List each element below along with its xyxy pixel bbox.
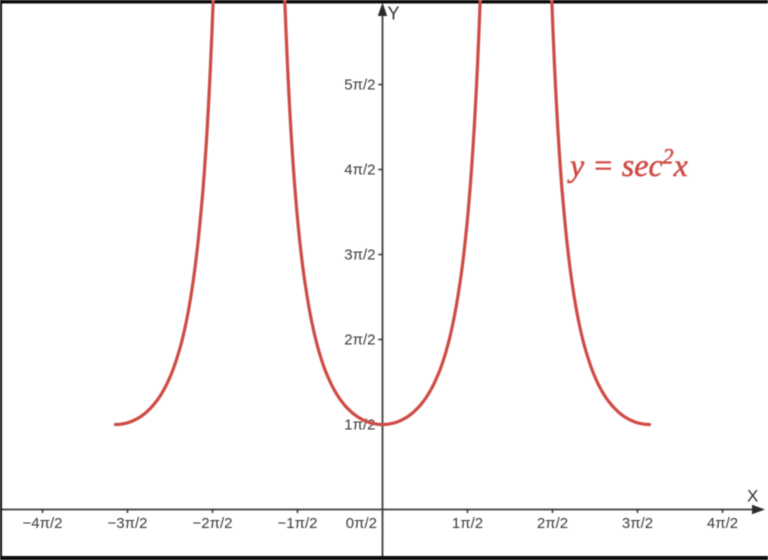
svg-text:3π/2: 3π/2 [344,247,375,264]
svg-text:2π/2: 2π/2 [344,332,375,349]
svg-text:1π/2: 1π/2 [452,515,483,532]
svg-text:0π/2: 0π/2 [346,515,377,532]
svg-text:4π/2: 4π/2 [344,162,375,179]
svg-text:−3π/2: −3π/2 [108,515,148,532]
svg-text:3π/2: 3π/2 [622,515,653,532]
svg-text:2π/2: 2π/2 [537,515,568,532]
svg-text:Y: Y [388,4,400,24]
svg-text:−1π/2: −1π/2 [278,515,318,532]
svg-text:5π/2: 5π/2 [344,77,375,94]
svg-text:4π/2: 4π/2 [707,515,738,532]
svg-text:−2π/2: −2π/2 [193,515,233,532]
svg-text:X: X [747,487,758,506]
svg-text:−4π/2: −4π/2 [23,515,63,532]
